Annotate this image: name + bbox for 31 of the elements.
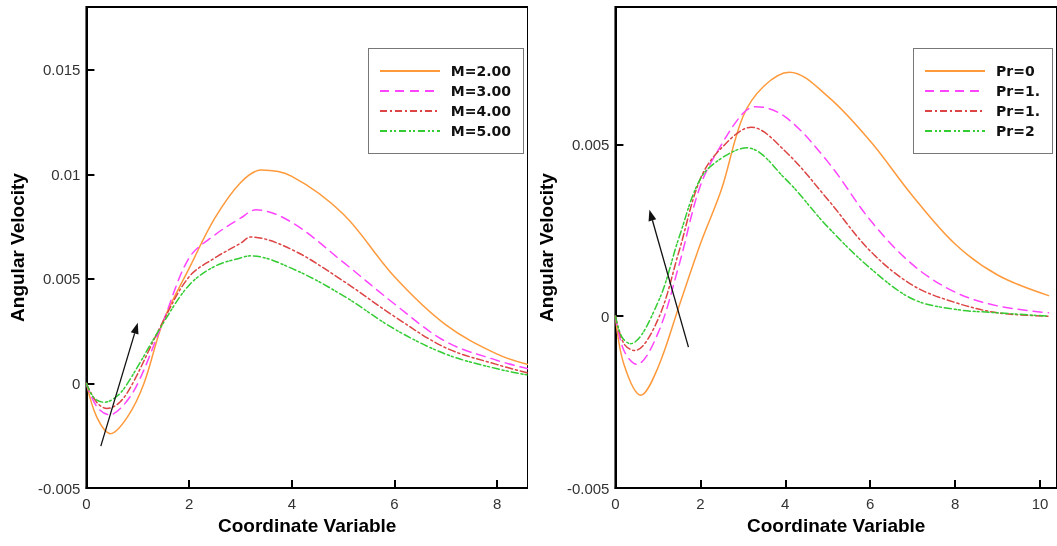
legend-label: M=5.00 xyxy=(450,122,511,141)
x-tick-label: 10 xyxy=(1031,495,1049,512)
x-tick-label: 6 xyxy=(866,495,875,512)
legend-label: M=3.00 xyxy=(450,82,511,101)
legend-label: Pr=2 xyxy=(996,122,1035,141)
legend-label: Pr=0 xyxy=(996,62,1035,81)
y-axis-title: Angular Velocity xyxy=(7,172,28,322)
y-tick-label: 0 xyxy=(72,374,81,392)
x-tick-label: 2 xyxy=(184,495,194,512)
legend-label: M=4.00 xyxy=(450,102,511,121)
x-tick-label: 2 xyxy=(696,495,705,512)
y-tick-label: 0.01 xyxy=(51,165,81,183)
y-tick-label: 0.005 xyxy=(42,270,81,288)
legend-label: Pr=1. xyxy=(996,102,1040,121)
y-axis-title: Angular Velocity xyxy=(536,172,557,322)
y-tick-label: 0.005 xyxy=(571,135,610,153)
y-tick-label: -0.005 xyxy=(37,479,81,497)
x-tick-label: 6 xyxy=(390,495,399,512)
x-axis-title: Coordinate Variable xyxy=(746,514,926,536)
line-series xyxy=(85,169,528,435)
y-tick-label: 0 xyxy=(601,307,610,325)
x-axis-title: Coordinate Variable xyxy=(217,514,397,536)
y-tick-label: 0.015 xyxy=(42,61,81,79)
x-tick-label: 4 xyxy=(781,495,790,512)
x-tick-label: 8 xyxy=(950,495,960,512)
x-tick-label: 4 xyxy=(287,495,296,512)
x-tick-label: 8 xyxy=(493,495,502,512)
y-tick-label: -0.005 xyxy=(566,479,610,497)
line-series xyxy=(85,209,528,416)
legend-label: M=2.00 xyxy=(450,62,511,81)
legend-label: Pr=1. xyxy=(996,82,1040,101)
